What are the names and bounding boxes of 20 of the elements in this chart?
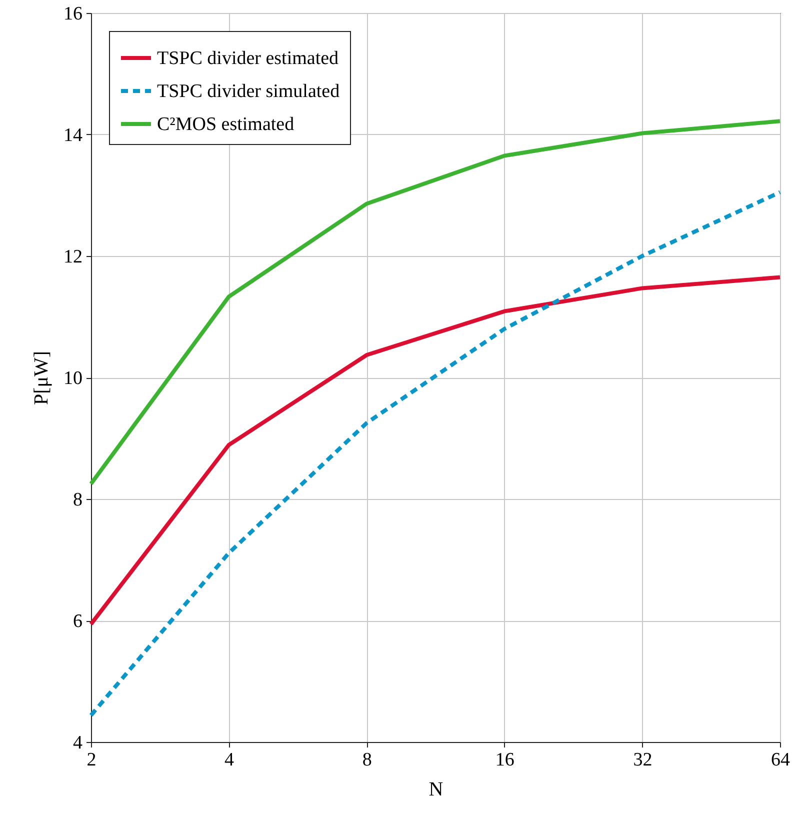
y-tick-label: 16	[64, 4, 82, 24]
x-tick-label: 2	[86, 750, 96, 770]
line-series	[89, 190, 782, 718]
x-tick-label: 16	[495, 750, 514, 770]
y-tick-label: 6	[73, 611, 82, 632]
y-tick-label: 4	[73, 732, 83, 754]
y-tick-label: 8	[73, 490, 82, 510]
legend-label: C²MOS estimated	[157, 114, 295, 135]
y-tick-label: 10	[64, 368, 82, 389]
x-axis-title: N	[428, 778, 444, 800]
x-tick-label: 32	[633, 750, 652, 770]
legend-label: TSPC divider simulated	[157, 81, 340, 102]
line-series	[89, 275, 782, 626]
x-tick-label: 8	[362, 750, 372, 770]
x-tick-label: 64	[771, 750, 790, 770]
y-tick-label: 12	[64, 246, 82, 268]
x-tick-label: 4	[224, 750, 235, 770]
y-tick-label: 14	[64, 125, 83, 146]
legend-label: TSPC divider estimated	[157, 48, 340, 69]
y-axis-title: P[μW]	[30, 350, 52, 406]
